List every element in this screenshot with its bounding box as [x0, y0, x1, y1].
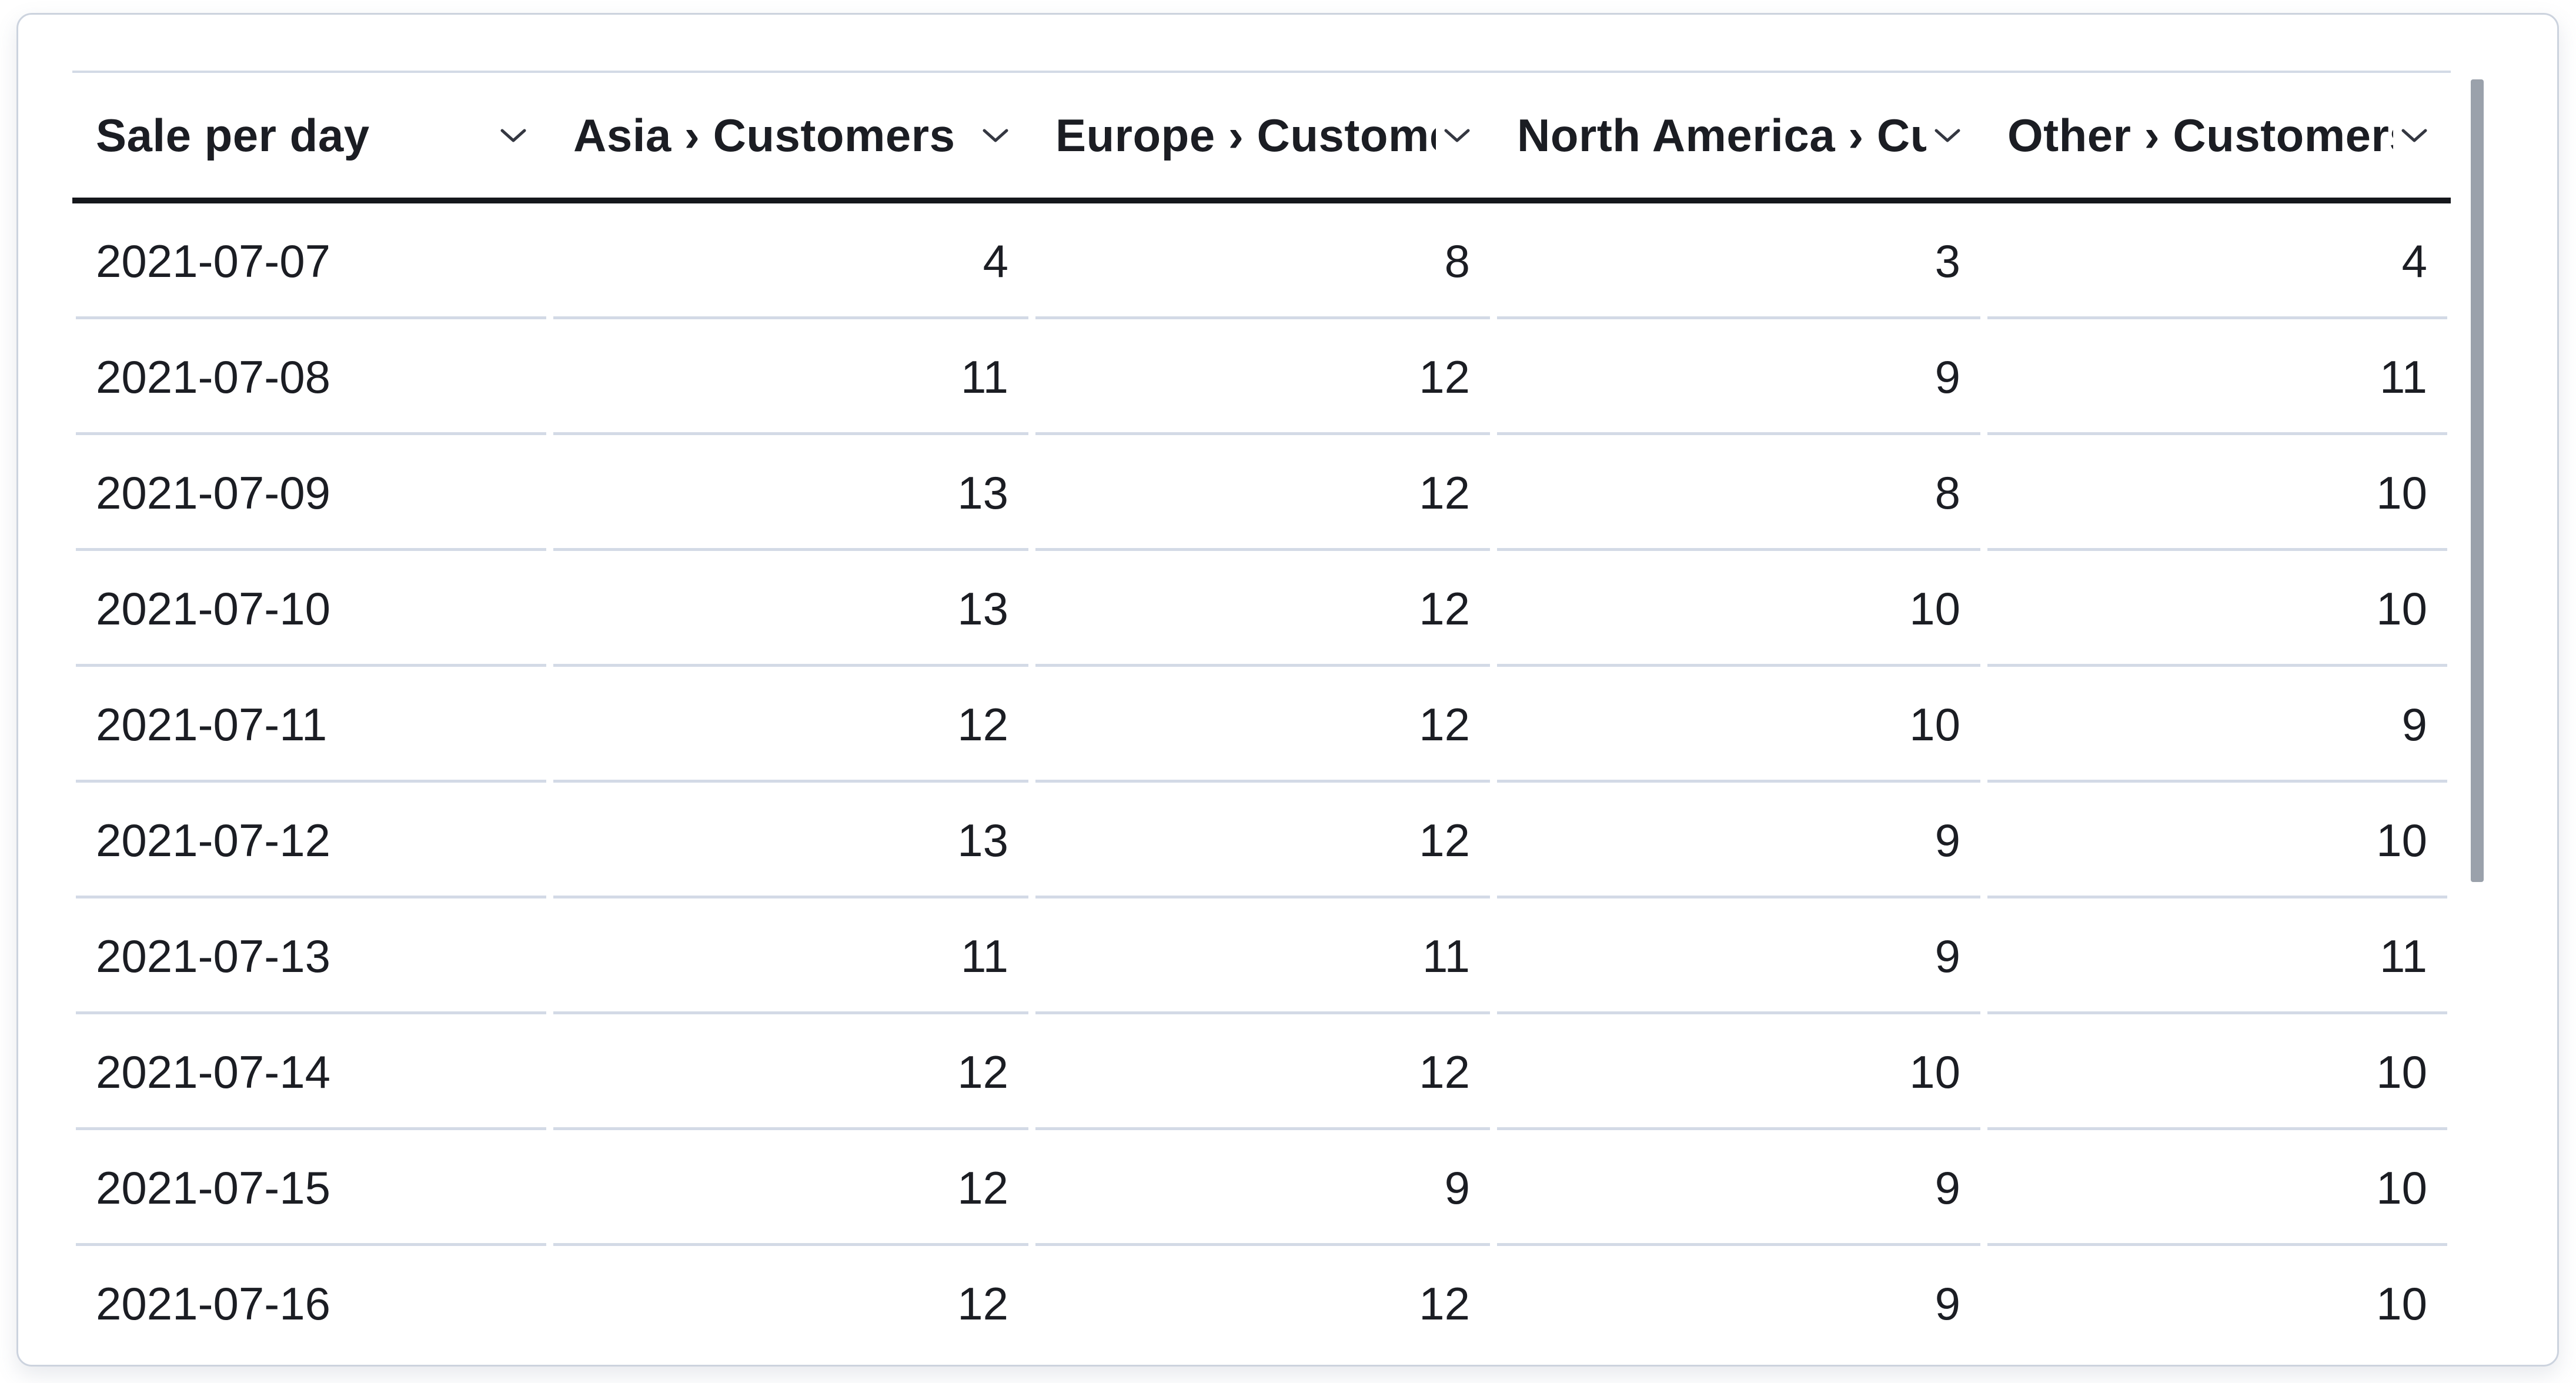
table-card: Sale per day Asia › Customers Europe › C…	[16, 13, 2559, 1367]
cell-europe: 12	[1032, 551, 1494, 667]
cell-other: 4	[1984, 203, 2451, 319]
table-body: 2021-07-07 4 8 3 4 2021-07-08 11 12 9 11…	[72, 203, 2451, 1362]
cell-asia: 12	[550, 1014, 1032, 1130]
cell-other: 11	[1984, 319, 2451, 435]
cell-asia: 12	[550, 667, 1032, 783]
cell-date: 2021-07-08	[72, 319, 550, 435]
cell-date: 2021-07-15	[72, 1130, 550, 1246]
column-header-label: Other › Customers	[2007, 109, 2393, 161]
vertical-scrollbar-thumb[interactable]	[2471, 79, 2484, 882]
table-row: 2021-07-07 4 8 3 4	[72, 203, 2451, 319]
column-header-other-customers[interactable]: Other › Customers	[1984, 73, 2451, 198]
table-row: 2021-07-08 11 12 9 11	[72, 319, 2451, 435]
cell-date: 2021-07-16	[96, 1278, 330, 1329]
cell-north-america: 9	[1494, 1130, 1984, 1246]
column-header-label: North America › Customers	[1517, 109, 1926, 161]
cell-other: 10	[1984, 783, 2451, 898]
cell-date: 2021-07-12	[72, 783, 550, 898]
cell-asia: 12	[550, 1130, 1032, 1246]
cell-europe: 12	[1032, 783, 1494, 898]
cell-other: 10	[1984, 435, 2451, 551]
table-row: 2021-07-15 12 9 9 10	[72, 1130, 2451, 1246]
table-row: 2021-07-13 11 11 9 11	[72, 898, 2451, 1014]
cell-date: 2021-07-09	[72, 435, 550, 551]
table-row: 2021-07-12 13 12 9 10	[72, 783, 2451, 898]
chevron-down-icon	[500, 129, 526, 142]
cell-north-america: 9	[1934, 1278, 1960, 1329]
cell-other: 10	[1984, 1014, 2451, 1130]
sales-table: Sale per day Asia › Customers Europe › C…	[72, 71, 2451, 1362]
column-header-europe-customers[interactable]: Europe › Customers	[1032, 73, 1494, 198]
cell-date: 2021-07-11	[72, 667, 550, 783]
cell-other: 10	[1984, 1130, 2451, 1246]
cell-other: 11	[1984, 898, 2451, 1014]
table-row: 2021-07-09 13 12 8 10	[72, 435, 2451, 551]
cell-europe: 11	[1032, 898, 1494, 1014]
cell-other: 10	[2376, 1278, 2427, 1329]
cell-other: 10	[1984, 551, 2451, 667]
cell-europe: 9	[1032, 1130, 1494, 1246]
cell-north-america: 8	[1494, 435, 1984, 551]
cell-north-america: 9	[1494, 783, 1984, 898]
chevron-down-icon	[983, 129, 1008, 142]
cell-asia: 13	[550, 783, 1032, 898]
cell-asia: 13	[550, 435, 1032, 551]
cell-north-america: 9	[1494, 319, 1984, 435]
column-header-sale-per-day[interactable]: Sale per day	[72, 73, 550, 198]
cell-asia: 13	[550, 551, 1032, 667]
cell-date: 2021-07-10	[72, 551, 550, 667]
cell-north-america: 10	[1494, 667, 1984, 783]
cell-europe: 8	[1032, 203, 1494, 319]
cell-north-america: 10	[1494, 1014, 1984, 1130]
chevron-down-icon	[1934, 129, 1960, 142]
cell-asia: 12	[957, 1278, 1008, 1329]
column-header-north-america-customers[interactable]: North America › Customers	[1494, 73, 1984, 198]
table-row: 2021-07-14 12 12 10 10	[72, 1014, 2451, 1130]
cell-europe: 12	[1032, 435, 1494, 551]
cell-europe: 12	[1419, 1278, 1470, 1329]
table-row: 2021-07-16 12 12 9 10	[72, 1246, 2451, 1362]
column-header-asia-customers[interactable]: Asia › Customers	[550, 73, 1032, 198]
column-header-label: Europe › Customers	[1055, 109, 1436, 161]
cell-date: 2021-07-14	[72, 1014, 550, 1130]
table-header-row: Sale per day Asia › Customers Europe › C…	[72, 71, 2451, 203]
cell-north-america: 10	[1494, 551, 1984, 667]
column-header-label: Asia › Customers	[573, 109, 955, 161]
cell-north-america: 9	[1494, 898, 1984, 1014]
column-header-label: Sale per day	[96, 109, 370, 161]
cell-europe: 12	[1032, 667, 1494, 783]
cell-europe: 12	[1032, 1014, 1494, 1130]
cell-date: 2021-07-13	[72, 898, 550, 1014]
table-row: 2021-07-10 13 12 10 10	[72, 551, 2451, 667]
table-row: 2021-07-11 12 12 10 9	[72, 667, 2451, 783]
cell-asia: 11	[550, 898, 1032, 1014]
cell-other: 9	[1984, 667, 2451, 783]
cell-north-america: 3	[1494, 203, 1984, 319]
cell-europe: 12	[1032, 319, 1494, 435]
cell-date: 2021-07-07	[72, 203, 550, 319]
cell-asia: 4	[550, 203, 1032, 319]
cell-asia: 11	[550, 319, 1032, 435]
chevron-down-icon	[1444, 129, 1470, 142]
chevron-down-icon	[2401, 129, 2427, 142]
